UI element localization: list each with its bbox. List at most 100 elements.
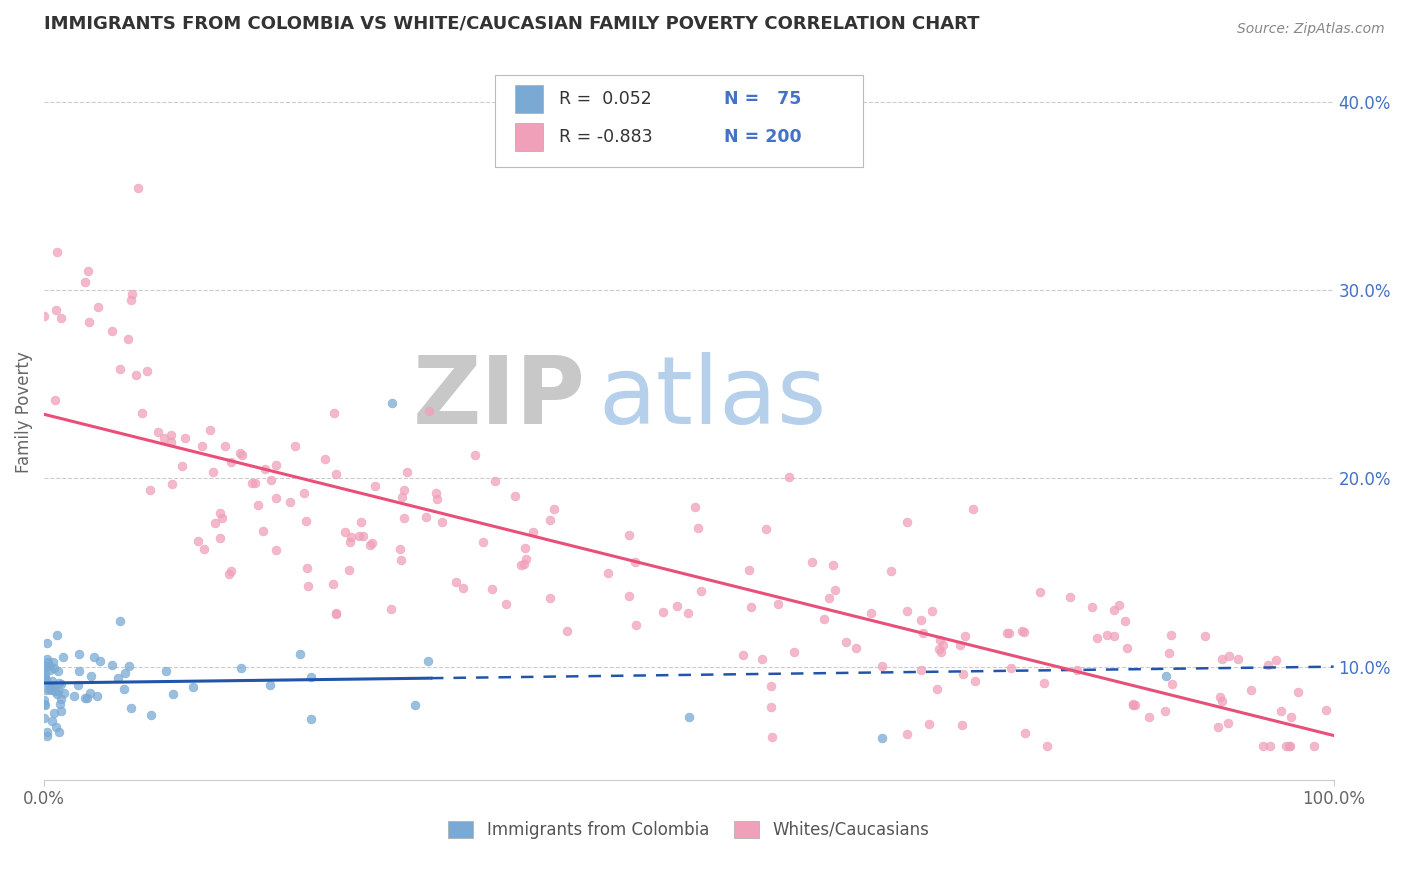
Point (1160, 628, 1182, 642)
Point (219, 455, 242, 469)
Point (543, 501, 565, 516)
Point (1227, 652, 1250, 666)
Point (42, 706, 65, 721)
Point (415, 509, 437, 524)
Point (79, 686, 101, 700)
Point (1122, 697, 1144, 711)
Point (299, 670, 322, 684)
Point (86, 689, 108, 703)
Point (187, 534, 209, 549)
Point (162, 687, 184, 701)
Point (231, 448, 253, 462)
Point (41, 682, 63, 697)
Point (1123, 698, 1146, 712)
Legend: Immigrants from Colombia, Whites/Caucasians: Immigrants from Colombia, Whites/Caucasi… (441, 814, 936, 846)
Point (314, 452, 336, 467)
Y-axis label: Family Poverty: Family Poverty (15, 351, 32, 474)
Point (45, 687, 67, 701)
Point (34, 666, 56, 681)
Point (34, 698, 56, 713)
Point (46, 664, 69, 678)
Point (49, 310, 72, 325)
Point (89, 654, 111, 668)
Point (1206, 720, 1229, 734)
Point (201, 465, 224, 479)
Point (1216, 716, 1239, 731)
Point (83, 650, 105, 665)
Point (352, 529, 374, 543)
Point (322, 576, 344, 591)
Point (76, 691, 98, 706)
Point (835, 635, 858, 649)
Point (49, 697, 72, 711)
Text: R =  0.052: R = 0.052 (558, 90, 651, 108)
Point (426, 492, 449, 507)
Point (42, 678, 65, 692)
Point (335, 524, 357, 539)
Point (339, 535, 361, 549)
Point (208, 506, 231, 520)
Point (75, 275, 97, 289)
Point (284, 439, 307, 453)
Point (101, 658, 124, 673)
FancyBboxPatch shape (515, 123, 543, 152)
Point (766, 597, 789, 611)
Point (430, 515, 453, 529)
Point (927, 681, 949, 696)
Point (73, 691, 96, 706)
Point (34, 662, 56, 676)
Point (41, 714, 63, 728)
Text: ZIP: ZIP (413, 352, 586, 444)
Point (481, 582, 503, 597)
Point (42, 661, 65, 675)
Point (484, 474, 506, 488)
Point (1258, 739, 1281, 753)
Point (464, 448, 486, 462)
Point (339, 530, 361, 544)
Point (380, 602, 402, 616)
Point (451, 581, 474, 595)
Text: N = 200: N = 200 (724, 128, 801, 146)
Point (37, 674, 59, 689)
Point (596, 566, 619, 581)
Point (34, 697, 56, 711)
Point (114, 665, 136, 680)
Point (299, 712, 322, 726)
Point (292, 486, 315, 500)
Point (359, 538, 381, 552)
Point (37, 652, 59, 666)
Point (118, 659, 141, 673)
FancyBboxPatch shape (495, 75, 863, 167)
Point (513, 541, 536, 555)
Point (1012, 625, 1035, 640)
Point (76, 264, 98, 278)
Point (1278, 739, 1301, 753)
Point (1011, 624, 1033, 639)
Point (1059, 591, 1081, 605)
Point (37, 655, 59, 669)
Point (1209, 690, 1232, 705)
Point (278, 495, 301, 509)
Point (101, 324, 124, 338)
Point (665, 599, 688, 614)
Point (879, 564, 901, 578)
Point (80, 669, 103, 683)
Text: N =   75: N = 75 (724, 90, 801, 108)
Point (950, 718, 973, 732)
Point (1270, 705, 1292, 719)
Point (39, 663, 62, 677)
Point (783, 645, 806, 659)
Point (323, 406, 346, 420)
Point (689, 583, 711, 598)
Point (155, 664, 177, 678)
Point (361, 535, 384, 549)
Point (995, 625, 1018, 640)
Point (761, 699, 783, 714)
Point (67, 647, 90, 661)
Point (678, 710, 700, 724)
Point (247, 498, 270, 512)
Point (45, 245, 67, 260)
Point (1122, 698, 1144, 713)
Point (297, 579, 319, 593)
Point (120, 701, 142, 715)
